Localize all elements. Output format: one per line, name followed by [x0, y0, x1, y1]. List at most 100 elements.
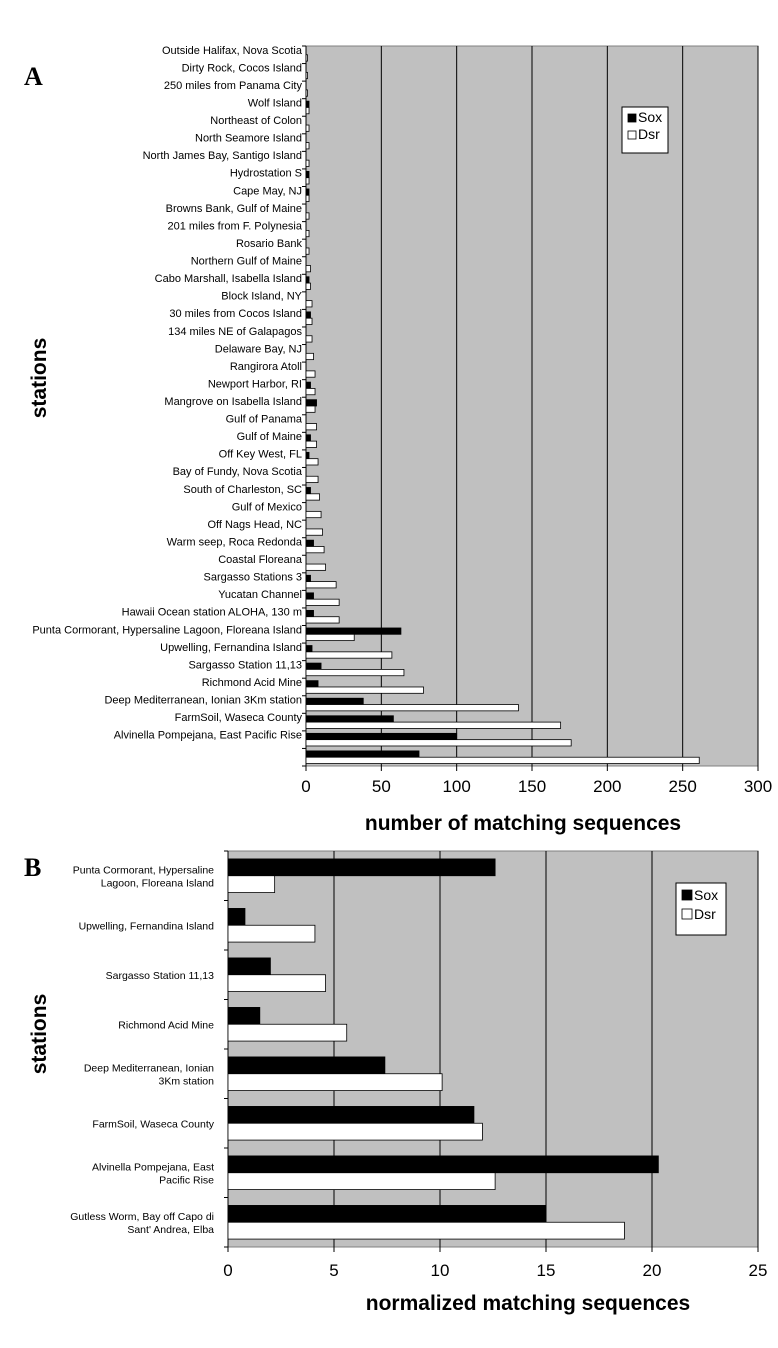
panel-a-category-label-6: North James Bay, Santigo Island: [143, 150, 302, 162]
panel-a-category-label-20: Mangrove on Isabella Island: [164, 396, 302, 408]
panel-a-x-tick-label-0: 0: [301, 777, 310, 796]
panel-a-category-label-9: Browns Bank, Gulf of Maine: [166, 203, 302, 215]
panel-b-x-tick-label-2: 10: [431, 1261, 450, 1280]
panel-a-category-label-21: Gulf of Panama: [226, 414, 303, 426]
panel-a-bar-sox-3: [305, 100, 310, 108]
panel-a-category-label-15: 30 miles from Cocos Island: [169, 308, 302, 320]
panel-b-x-tick-label-4: 20: [643, 1261, 662, 1280]
panel-b-bar-dsr-5: [227, 1122, 483, 1141]
panel-b-bar-sox-0: [227, 858, 496, 877]
panel-a-bar-dsr-33: [305, 633, 355, 642]
panel-a-x-axis-title: number of matching sequences: [365, 812, 681, 835]
panel-b-legend-label-sox: Sox: [694, 887, 718, 903]
panel-a-category-label-26: Gulf of Mexico: [232, 501, 302, 513]
panel-b-bar-dsr-3: [227, 1023, 348, 1042]
panel-b-bar-dsr-6: [227, 1172, 496, 1190]
panel-a-bar-dsr-6: [305, 159, 310, 167]
panel-b-category-label-6: Alvinella Pompejana, East Pacific Rise: [92, 1161, 214, 1186]
panel-b-legend-label-dsr: Dsr: [694, 906, 716, 922]
panel-a-category-label-30: Sargasso Stations 3: [204, 572, 302, 584]
panel-a-bar-sox-15: [305, 311, 311, 319]
panel-a-category-label-11: Rosario Bank: [236, 238, 303, 250]
panel-a-category-label-23: Off Key West, FL: [219, 449, 302, 461]
panel-a-bar-dsr-32: [305, 616, 340, 624]
panel-a-bar-dsr-24: [305, 475, 319, 483]
panel-a-bar-sox-38: [305, 715, 394, 723]
panel-a-bar-dsr-4: [305, 124, 310, 132]
panel-a-x-tick-label-3: 150: [518, 777, 546, 796]
panel-a-bar-dsr-22: [305, 440, 317, 448]
panel-a-bar-sox-30: [305, 574, 311, 583]
panel-b-bar-sox-2: [227, 957, 271, 976]
panel-a-category-label-18: Rangirora Atoll: [230, 361, 302, 373]
panel-a-category-label-2: 250 miles from Panama City: [164, 80, 303, 92]
panel-a-bar-dsr-8: [305, 194, 310, 202]
panel-a-bar-dsr-39: [305, 739, 572, 747]
panel-a-x-tick-label-6: 300: [744, 777, 772, 796]
panel-a-category-label-39: Alvinella Pompejana, East Pacific Rise: [114, 730, 302, 742]
panel-a-bar-dsr-18: [305, 370, 316, 378]
panel-a-category-label-5: North Seamore Island: [195, 133, 302, 145]
panel-b-category-label-3: Richmond Acid Mine: [118, 1019, 214, 1031]
panel-a-x-tick-label-4: 200: [593, 777, 621, 796]
panel-a-bar-dsr-21: [305, 423, 317, 431]
panel-a-bar-dsr-35: [305, 669, 405, 677]
panel-b-x-axis-title: normalized matching sequences: [366, 1292, 690, 1315]
panel-a-category-label-3: Wolf Island: [248, 97, 302, 109]
panel-a-bar-sox-33: [305, 627, 402, 635]
panel-a-category-label-1: Dirty Rock, Cocos Island: [182, 62, 302, 74]
panel-b-legend-swatch-dsr: [681, 908, 693, 920]
panel-a-category-label-13: Cabo Marshall, Isabella Island: [155, 273, 302, 285]
panel-a-legend-swatch-sox: [627, 113, 637, 123]
panel-a-category-label-8: Cape May, NJ: [233, 185, 302, 197]
panel-a-bar-sox-28: [305, 539, 314, 547]
panel-a-bar-dsr-26: [305, 510, 322, 519]
panel-a-category-label-4: Northeast of Colon: [210, 115, 302, 127]
panel-a-bar-dsr-2: [305, 89, 308, 97]
panel-a-bar-dsr-13: [305, 282, 311, 290]
panel-a-y-axis-title: stations: [28, 338, 51, 419]
panel-b-category-label-2: Sargasso Station 11,13: [106, 970, 215, 982]
panel-a-category-label-0: Outside Halifax, Nova Scotia: [162, 45, 303, 57]
panel-a-category-labels: Outside Halifax, Nova Scotia Dirty Rock, …: [32, 45, 303, 742]
panel-a-category-label-29: Coastal Floreana: [218, 554, 303, 566]
panel-b-category-labels: Punta Cormorant, Hypersaline Lagoon, Flor…: [70, 864, 215, 1236]
panel-b-bar-dsr-2: [227, 974, 326, 992]
panel-b-tick-labels: 0 5 10 15 20 25: [223, 1247, 767, 1280]
panel-a-bar-sox-36: [305, 680, 319, 688]
panel-b-x-tick-label-3: 15: [537, 1261, 556, 1280]
panel-a-bar-sox-23: [305, 451, 310, 460]
panel-a-category-label-37: Deep Mediterranean, Ionian 3Km station: [104, 695, 302, 707]
panel-a-category-label-34: Upwelling, Fernandina Island: [160, 642, 302, 654]
panel-a-category-label-7: Hydrostation S: [230, 168, 302, 180]
panel-a-bar-dsr-15: [305, 317, 313, 325]
panel-b-bar-sox-1: [227, 908, 246, 926]
panel-a-bar-dsr-40: [305, 756, 700, 764]
panel-b-x-tick-label-1: 5: [329, 1261, 338, 1280]
panel-a-category-label-31: Yucatan Channel: [218, 589, 302, 601]
panel-b-category-label-0: Punta Cormorant, Hypersaline Lagoon, Flor…: [73, 864, 214, 889]
panel-a-category-label-12: Northern Gulf of Maine: [191, 256, 302, 268]
panel-a-category-label-38: FarmSoil, Waseca County: [175, 712, 303, 724]
panel-b-bar-dsr-4: [227, 1073, 443, 1091]
panel-b-legend: Sox Dsr: [675, 882, 727, 936]
panel-a-legend-swatch-dsr: [627, 130, 637, 140]
panel-a-bar-dsr-25: [305, 493, 320, 501]
panel-a-category-label-27: Off Nags Head, NC: [207, 519, 302, 531]
panel-b-bar-dsr-7: [227, 1221, 625, 1240]
panel-b-bar-sox-6: [227, 1155, 659, 1174]
panel-a-category-label-33: Punta Cormorant, Hypersaline Lagoon, Flo…: [32, 624, 302, 636]
panel-a-bar-dsr-38: [305, 721, 562, 729]
panel-a-category-label-16: 134 miles NE of Galapagos: [168, 326, 302, 338]
panel-b-x-tick-label-5: 25: [749, 1261, 768, 1280]
panel-a-x-tick-label-5: 250: [668, 777, 696, 796]
panel-a-bar-dsr-19: [305, 388, 316, 396]
panel-a-legend-label-sox: Sox: [638, 109, 662, 125]
panel-a-category-label-36: Richmond Acid Mine: [202, 677, 302, 689]
panel-b-legend-swatch-sox: [681, 889, 693, 901]
panel-a-bar-dsr-20: [305, 405, 316, 413]
panel-a-category-label-32: Hawaii Ocean station ALOHA, 130 m: [122, 607, 302, 619]
panel-b-x-tick-label-0: 0: [223, 1261, 232, 1280]
panel-a-bar-dsr-3: [305, 107, 310, 115]
